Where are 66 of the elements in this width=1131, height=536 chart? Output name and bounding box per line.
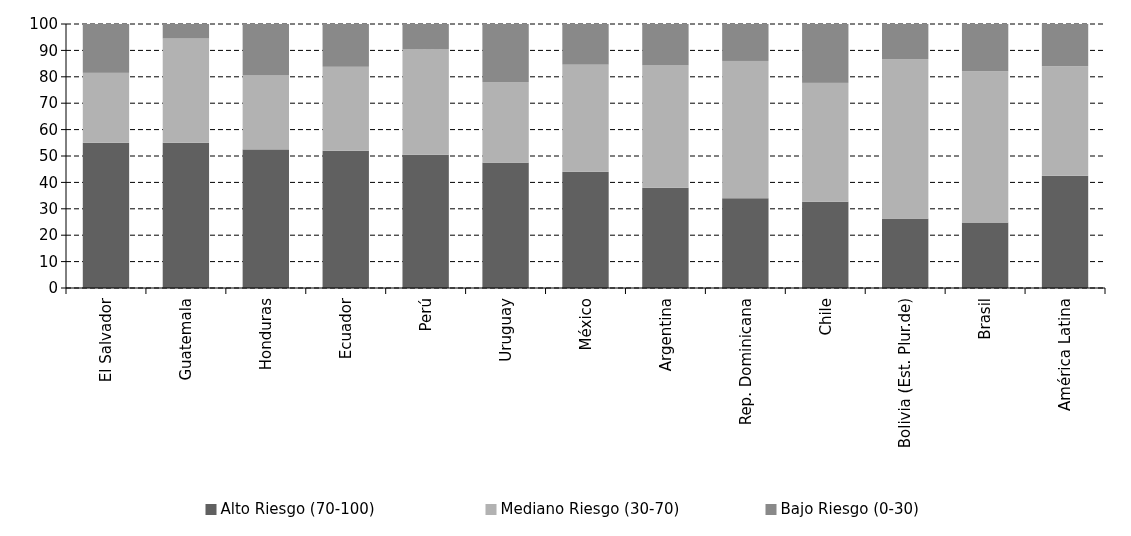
bar xyxy=(642,65,689,188)
bar xyxy=(482,162,529,288)
legend-label: Alto Riesgo (70-100) xyxy=(220,500,375,518)
x-tick-label: Brasil xyxy=(976,298,995,340)
y-tick-label: 100 xyxy=(29,15,58,34)
bar xyxy=(242,75,289,150)
bar xyxy=(482,24,529,83)
bar xyxy=(322,24,369,67)
bar xyxy=(82,142,130,288)
x-tick-label: Ecuador xyxy=(336,297,355,360)
y-tick-label: 60 xyxy=(38,120,58,139)
bar xyxy=(162,142,210,288)
bar xyxy=(1041,24,1089,67)
bar xyxy=(82,24,130,73)
bar xyxy=(562,24,609,65)
bar xyxy=(642,24,689,66)
bar xyxy=(722,60,769,199)
bar xyxy=(162,38,210,143)
bar xyxy=(882,218,929,288)
bar xyxy=(402,154,449,288)
x-tick-label: El Salvador xyxy=(97,297,116,383)
bar xyxy=(162,24,210,39)
bar xyxy=(961,24,1009,72)
bar xyxy=(402,24,449,50)
x-tick-label: Argentina xyxy=(656,298,675,372)
x-tick-label: Guatemala xyxy=(177,298,196,381)
bar xyxy=(802,201,849,288)
bar xyxy=(402,49,449,155)
bar xyxy=(562,171,609,288)
bar xyxy=(322,150,369,288)
y-tick-label: 0 xyxy=(48,279,58,298)
bar xyxy=(562,64,609,172)
bar xyxy=(882,24,929,60)
y-tick-label: 20 xyxy=(38,226,58,245)
bar xyxy=(802,82,849,202)
bar xyxy=(882,59,929,219)
legend-label: Mediano Riesgo (30-70) xyxy=(500,500,680,518)
y-tick-label: 30 xyxy=(38,200,58,219)
bar xyxy=(722,24,769,61)
bar xyxy=(82,72,130,143)
bar xyxy=(482,82,529,163)
y-tick-label: 80 xyxy=(38,68,58,87)
legend-label: Bajo Riesgo (0-30) xyxy=(780,500,919,518)
x-tick-label: América Latina xyxy=(1056,298,1075,411)
y-tick-label: 10 xyxy=(38,252,58,271)
bar xyxy=(961,222,1009,288)
y-tick-label: 90 xyxy=(38,41,58,60)
x-tick-label: Perú xyxy=(416,298,435,332)
bar xyxy=(242,149,289,288)
y-tick-label: 40 xyxy=(38,173,58,192)
bar xyxy=(322,66,369,151)
bar xyxy=(961,71,1009,223)
y-tick-label: 50 xyxy=(38,147,58,166)
bar xyxy=(1041,175,1089,288)
bar xyxy=(1041,66,1089,176)
x-tick-label: Uruguay xyxy=(496,297,515,362)
x-tick-label: Honduras xyxy=(257,297,276,371)
y-tick-label: 70 xyxy=(38,94,58,113)
bar xyxy=(722,198,769,288)
bar xyxy=(802,24,849,83)
x-tick-label: Chile xyxy=(816,298,835,336)
bar xyxy=(242,24,289,76)
bar xyxy=(642,187,689,288)
x-tick-label: México xyxy=(576,298,595,351)
x-tick-label: Rep. Dominicana xyxy=(736,298,755,426)
x-tick-label: Bolivia (Est. Plur.de) xyxy=(896,298,915,449)
